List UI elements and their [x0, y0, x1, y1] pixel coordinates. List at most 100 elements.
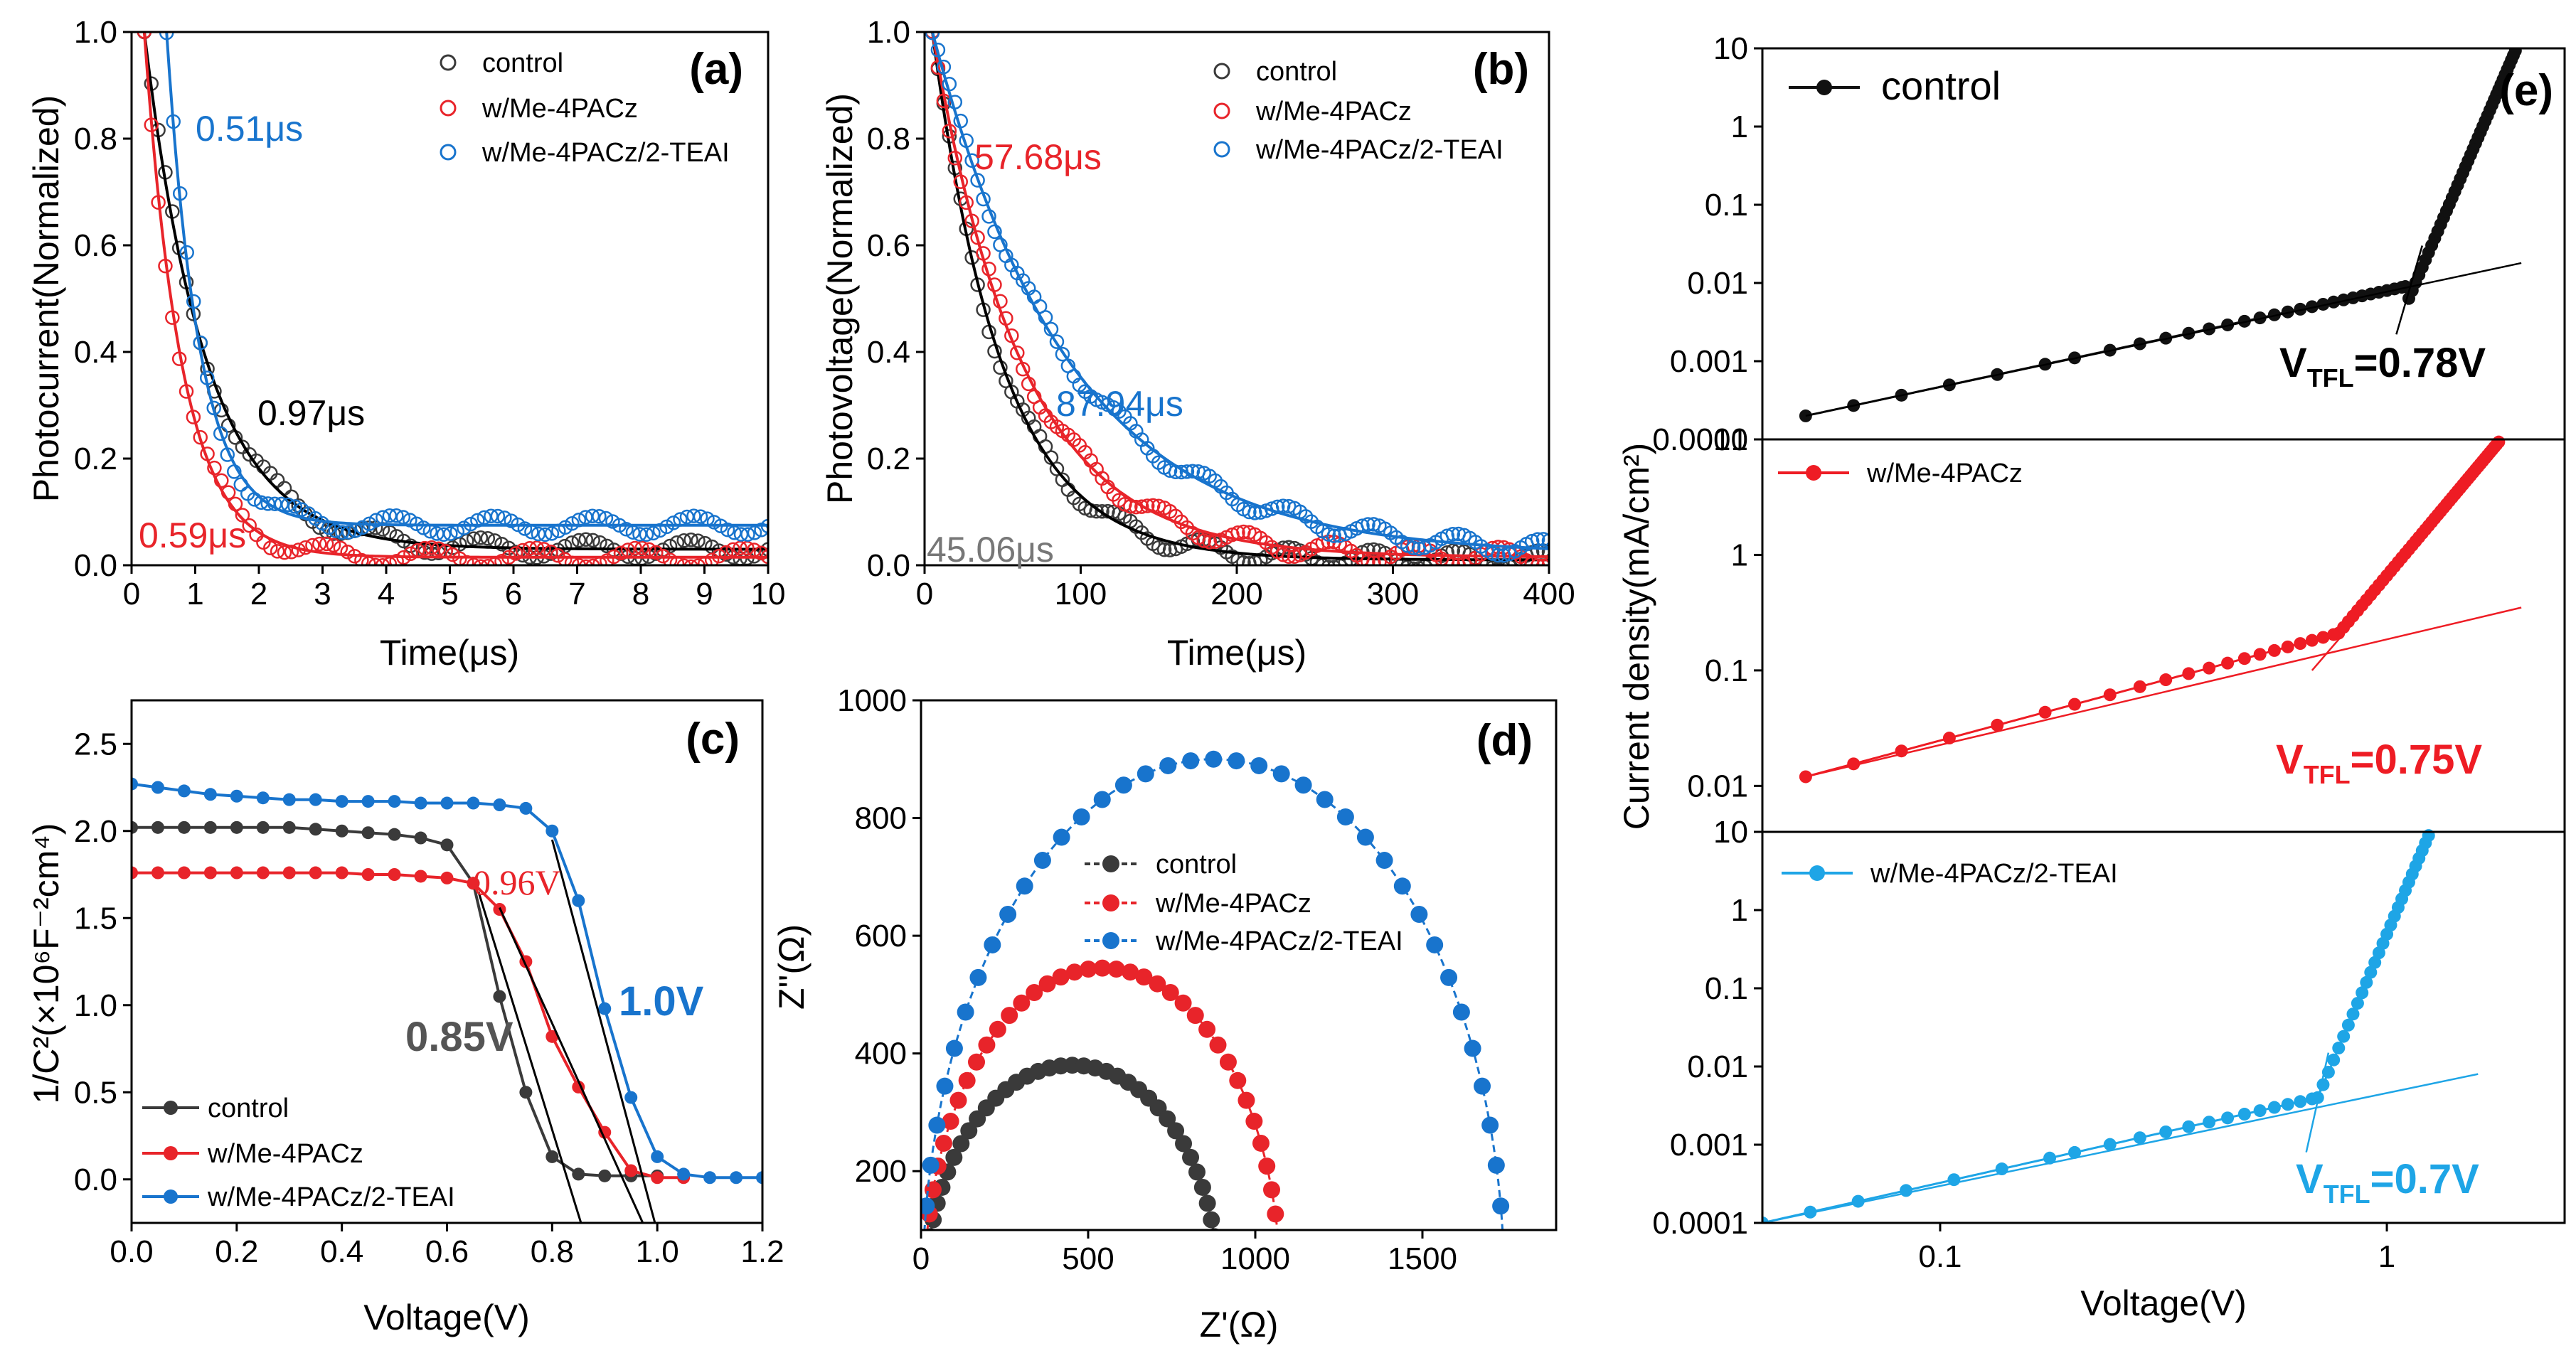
chart-d-teai-point: [1073, 808, 1090, 825]
chart-a-teai-point: [592, 509, 607, 524]
chart-a: 0 1 2 3 4 5 6 7 8 9 10 0.0 0.2 0.4 0.6 0.8 1.0 (a) Time(…: [26, 15, 785, 673]
chart-d-me4pacz-point: [1052, 968, 1070, 986]
chart-e-e_teai-fit-tfl: [2305, 1052, 2330, 1153]
chart-a-me4pacz-point: [733, 540, 747, 556]
chart-d-me4pacz-point: [989, 1020, 1006, 1038]
chart-d-me4pacz-point: [1026, 983, 1043, 1001]
chart-a-teai-point: [538, 527, 553, 542]
chart-d-me4pacz-point: [1219, 1053, 1237, 1071]
chart-a-xtick-label: 5: [441, 577, 458, 611]
chart-b-teai-point: [1179, 464, 1195, 479]
legend-b-control-marker: [1213, 63, 1230, 80]
chart-c-me4pacz-point: [256, 866, 270, 880]
chart-d-me4pacz-point: [1065, 963, 1083, 981]
chart-a-control-point: [662, 538, 678, 554]
chart-c-ytick-label: 0.0: [74, 1162, 117, 1197]
chart-a-teai-point: [619, 522, 634, 537]
chart-c-plot-area: [132, 777, 762, 1223]
chart-d-me4pacz-point: [1258, 1157, 1276, 1175]
chart-c-control-point: [151, 820, 164, 834]
chart-d-me4pacz-point: [1093, 959, 1111, 977]
chart-a-teai-point: [544, 526, 560, 541]
chart-a-me4pacz-point: [340, 544, 355, 560]
chart-a-ytick-label: 0.2: [74, 442, 117, 476]
chart-c-teai-point: [151, 781, 164, 794]
chart-a-me4pacz-point: [480, 559, 495, 565]
chart-e-e_me-point: [1991, 718, 2004, 732]
chart-d-me4pacz-point: [1080, 961, 1097, 978]
chart-a-teai-point: [565, 516, 580, 531]
legend-a-control-marker: [440, 54, 457, 71]
chart-d-teai-point: [914, 1281, 931, 1298]
chart-d-control-point: [1175, 1135, 1193, 1153]
chart-a-me4pacz-point: [718, 545, 734, 560]
chart-e-e_me-point: [2294, 637, 2307, 651]
chart-e-e_me-fit-tfl: [2311, 594, 2378, 671]
chart-a-teai-point: [639, 527, 654, 542]
chart-a-control-point: [473, 530, 489, 545]
chart-e-ytick-label: 0.001: [1670, 1128, 1748, 1162]
chart-e-e_teai-point: [2221, 1111, 2235, 1125]
chart-e-ytick-label: 0.0001: [1652, 422, 1748, 457]
chart-b-control-fit-line: [931, 32, 1549, 562]
legend-e-control-marker: [1816, 80, 1832, 95]
legend-e-me4pacz-marker: [1806, 465, 1821, 481]
chart-d-me4pacz-point: [978, 1036, 996, 1054]
chart-b-teai-point: [1491, 547, 1506, 563]
chart-c-control-point: [388, 828, 401, 841]
chart-e-ytick-label: 1: [1731, 893, 1748, 928]
chart-a-xtick-label: 10: [751, 577, 786, 611]
chart-b-me4pacz-fit-line: [931, 32, 1549, 558]
legend-e-teai: w/Me-4PACz/2-TEAI: [1870, 859, 2118, 889]
chart-c-teai-point: [677, 1167, 691, 1181]
chart-d-me4pacz-point: [1174, 994, 1192, 1012]
legend-c-me4pacz: w/Me-4PACz: [207, 1139, 363, 1169]
chart-e-ytick-label: 0.1: [1705, 971, 1748, 1006]
chart-a-me4pacz-point: [242, 518, 257, 533]
chart-e-ytick-label: 0.1: [1705, 653, 1748, 688]
chart-c-control-point: [132, 820, 138, 834]
chart-e-e_control-point: [2508, 48, 2522, 58]
chart-d-control-point: [945, 1148, 963, 1166]
chart-b-teai-point: [1162, 463, 1178, 478]
chart-c-me4pacz-point: [132, 866, 138, 880]
chart-e-e_me-point: [2305, 633, 2319, 647]
chart-b-control-point: [1400, 560, 1415, 565]
chart-d-teai-point: [1016, 877, 1033, 895]
chart-e-e_me-point: [2253, 648, 2267, 661]
chart-e-e_control-fit-ohmic: [1805, 262, 2522, 417]
chart-d-ytick-label: 200: [855, 1154, 907, 1189]
chart-d-frame: [920, 699, 1558, 1231]
chart-a-ytick-label: 0.8: [74, 122, 117, 156]
chart-b-me4pacz-point: [1202, 535, 1217, 550]
chart-b-me4pacz-point: [1275, 547, 1291, 562]
chart-a-xtick-label: 4: [378, 577, 395, 611]
chart-d-teai-point: [936, 1077, 954, 1095]
chart-e-e_teai-point: [1900, 1184, 1913, 1197]
chart-a-me4pacz-point: [529, 540, 545, 555]
chart-b-xtick-label: 200: [1210, 577, 1262, 611]
chart-a-me4pacz-point: [585, 558, 600, 565]
chart-d-teai-point: [1093, 791, 1111, 808]
chart-c-teai-point: [230, 789, 243, 803]
chart-b-teai-point: [1530, 532, 1545, 547]
chart-c-ytick-label: 0.5: [74, 1075, 117, 1110]
chart-b-teai-point: [1049, 334, 1065, 349]
chart-d-teai-point: [1137, 765, 1154, 783]
chart-c-ticks: 0.0 0.2 0.4 0.6 0.8 1.0 1.2 0.0 0.5 1.0 1.5 2.0 2.5: [74, 727, 784, 1269]
chart-a-xlabel: Time(μs): [380, 633, 519, 673]
chart-e-e_me-fit-ohmic: [1805, 606, 2522, 778]
chart-e-subplot-e_control: [1799, 48, 2522, 422]
chart-a-me4pacz-point: [494, 554, 509, 565]
chart-b-ytick-label: 0.8: [867, 122, 910, 156]
chart-b-teai-fit-line: [931, 32, 1549, 550]
chart-d-control-point: [952, 1135, 970, 1153]
chart-a-teai-point: [213, 426, 228, 441]
chart-c-me4pacz-point: [361, 868, 375, 881]
chart-a-xtick-label: 8: [632, 577, 649, 611]
chart-a-teai-point: [740, 527, 755, 542]
chart-d-teai-point: [1495, 1239, 1512, 1256]
chart-c-me4pacz-point: [230, 866, 243, 880]
chart-a-me4pacz-point: [403, 546, 418, 561]
chart-a-teai-point: [470, 513, 485, 528]
